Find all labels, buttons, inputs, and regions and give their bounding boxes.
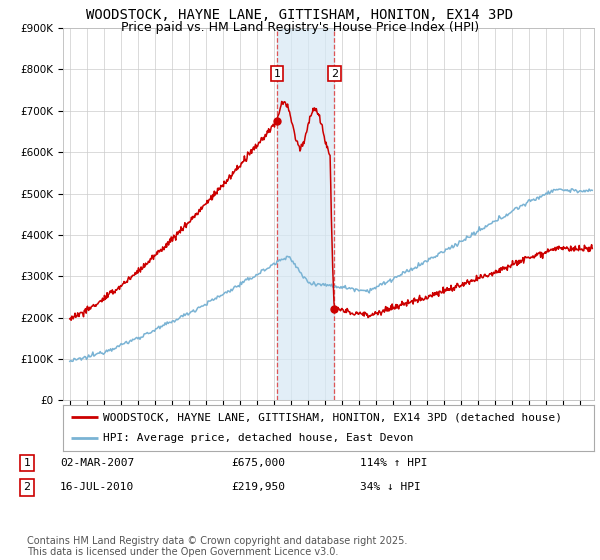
Text: HPI: Average price, detached house, East Devon: HPI: Average price, detached house, East…	[103, 433, 413, 444]
Text: 1: 1	[23, 458, 31, 468]
Text: 2: 2	[331, 68, 338, 78]
Text: Price paid vs. HM Land Registry's House Price Index (HPI): Price paid vs. HM Land Registry's House …	[121, 21, 479, 34]
Text: 1: 1	[274, 68, 280, 78]
Bar	[277, 28, 334, 400]
Text: Contains HM Land Registry data © Crown copyright and database right 2025.
This d: Contains HM Land Registry data © Crown c…	[27, 535, 407, 557]
Text: 2: 2	[23, 482, 31, 492]
Text: WOODSTOCK, HAYNE LANE, GITTISHAM, HONITON, EX14 3PD (detached house): WOODSTOCK, HAYNE LANE, GITTISHAM, HONITO…	[103, 412, 562, 422]
Text: £675,000: £675,000	[231, 458, 285, 468]
Text: 16-JUL-2010: 16-JUL-2010	[60, 482, 134, 492]
Text: 02-MAR-2007: 02-MAR-2007	[60, 458, 134, 468]
Text: WOODSTOCK, HAYNE LANE, GITTISHAM, HONITON, EX14 3PD: WOODSTOCK, HAYNE LANE, GITTISHAM, HONITO…	[86, 8, 514, 22]
Text: 34% ↓ HPI: 34% ↓ HPI	[360, 482, 421, 492]
Text: £219,950: £219,950	[231, 482, 285, 492]
Text: 114% ↑ HPI: 114% ↑ HPI	[360, 458, 427, 468]
